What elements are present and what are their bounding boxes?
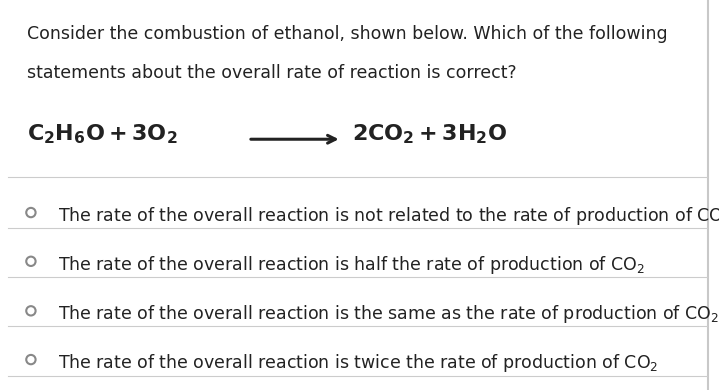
Text: The rate of the overall reaction is not related to the rate of production of CO$: The rate of the overall reaction is not … [58,205,719,227]
Text: statements about the overall rate of reaction is correct?: statements about the overall rate of rea… [27,64,517,82]
Text: Consider the combustion of ethanol, shown below. Which of the following: Consider the combustion of ethanol, show… [27,25,668,43]
Text: The rate of the overall reaction is the same as the rate of production of CO$_2$: The rate of the overall reaction is the … [58,303,719,325]
Text: $\mathbf{2CO_2 + 3H_2O}$: $\mathbf{2CO_2 + 3H_2O}$ [352,123,508,147]
Text: The rate of the overall reaction is half the rate of production of CO$_2$: The rate of the overall reaction is half… [58,254,645,275]
Text: $\mathbf{C_2H_6O + 3O_2}$: $\mathbf{C_2H_6O + 3O_2}$ [27,123,178,147]
Text: The rate of the overall reaction is twice the rate of production of CO$_2$: The rate of the overall reaction is twic… [58,352,659,374]
